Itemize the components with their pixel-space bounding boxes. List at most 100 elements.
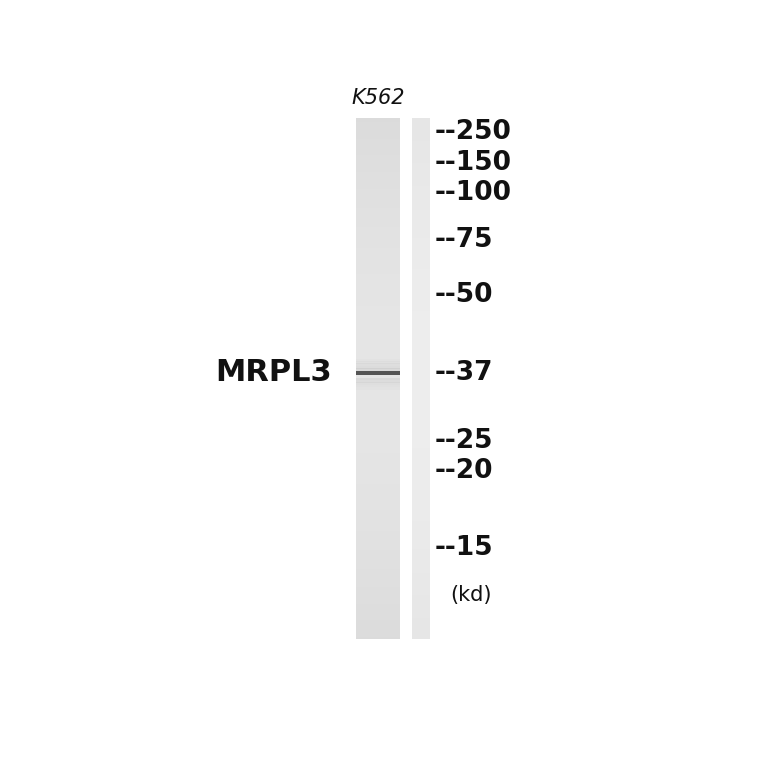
Bar: [413, 533, 430, 535]
Bar: [356, 604, 400, 606]
Bar: [356, 419, 400, 420]
Bar: [356, 377, 400, 378]
Bar: [413, 337, 430, 338]
Bar: [356, 423, 400, 426]
Bar: [356, 448, 400, 450]
Bar: [413, 229, 430, 231]
Bar: [413, 566, 430, 568]
Bar: [356, 452, 400, 453]
Bar: [356, 611, 400, 613]
Bar: [413, 529, 430, 531]
Text: --15: --15: [435, 535, 494, 561]
Bar: [413, 599, 430, 601]
Bar: [356, 332, 400, 333]
Bar: [413, 150, 430, 151]
Bar: [356, 464, 400, 465]
Bar: [413, 186, 430, 188]
Bar: [356, 599, 400, 601]
Bar: [413, 333, 430, 335]
Bar: [356, 626, 400, 628]
Bar: [356, 384, 400, 387]
Bar: [413, 569, 430, 571]
Bar: [356, 561, 400, 562]
Bar: [356, 345, 400, 347]
Bar: [356, 347, 400, 349]
Bar: [356, 535, 400, 536]
Bar: [413, 498, 430, 500]
Bar: [413, 219, 430, 221]
Bar: [356, 172, 400, 173]
Bar: [356, 254, 400, 255]
Bar: [413, 377, 430, 378]
Bar: [413, 630, 430, 632]
Bar: [413, 592, 430, 594]
Bar: [413, 547, 430, 549]
Bar: [413, 138, 430, 139]
Bar: [356, 255, 400, 257]
Bar: [356, 505, 400, 507]
Bar: [413, 564, 430, 566]
Bar: [356, 432, 400, 434]
Bar: [356, 233, 400, 235]
Bar: [413, 472, 430, 474]
Bar: [356, 121, 400, 123]
Bar: [356, 151, 400, 153]
Bar: [413, 299, 430, 300]
Bar: [356, 630, 400, 632]
Bar: [356, 267, 400, 269]
Bar: [356, 377, 400, 380]
Bar: [413, 545, 430, 547]
Bar: [356, 549, 400, 550]
Bar: [356, 378, 400, 380]
Bar: [356, 540, 400, 542]
Bar: [356, 271, 400, 273]
Bar: [413, 628, 430, 630]
Bar: [413, 620, 430, 621]
Bar: [413, 198, 430, 199]
Bar: [356, 318, 400, 319]
Bar: [356, 592, 400, 594]
Bar: [356, 637, 400, 639]
Bar: [413, 378, 430, 380]
Bar: [413, 510, 430, 512]
Bar: [356, 416, 400, 419]
Bar: [413, 196, 430, 198]
Bar: [413, 160, 430, 161]
Bar: [413, 385, 430, 387]
Bar: [413, 209, 430, 210]
Bar: [356, 371, 400, 374]
Bar: [413, 153, 430, 154]
Bar: [356, 217, 400, 219]
Bar: [413, 120, 430, 121]
Bar: [413, 370, 430, 371]
Bar: [356, 205, 400, 206]
Bar: [356, 514, 400, 516]
Bar: [413, 329, 430, 330]
Bar: [413, 170, 430, 172]
Bar: [356, 620, 400, 621]
Bar: [413, 262, 430, 264]
Bar: [356, 269, 400, 271]
Bar: [413, 176, 430, 177]
Bar: [413, 607, 430, 609]
Bar: [356, 625, 400, 626]
Bar: [356, 578, 400, 580]
Bar: [413, 554, 430, 555]
Bar: [413, 483, 430, 484]
Bar: [413, 497, 430, 498]
Bar: [413, 552, 430, 554]
Bar: [413, 542, 430, 543]
Bar: [413, 588, 430, 590]
Bar: [356, 422, 400, 423]
Bar: [356, 196, 400, 198]
Bar: [356, 312, 400, 314]
Bar: [356, 594, 400, 595]
Bar: [413, 217, 430, 219]
Bar: [356, 401, 400, 403]
Bar: [413, 269, 430, 271]
Bar: [413, 257, 430, 259]
Bar: [413, 273, 430, 274]
Bar: [413, 531, 430, 533]
Bar: [413, 590, 430, 592]
Bar: [413, 618, 430, 620]
